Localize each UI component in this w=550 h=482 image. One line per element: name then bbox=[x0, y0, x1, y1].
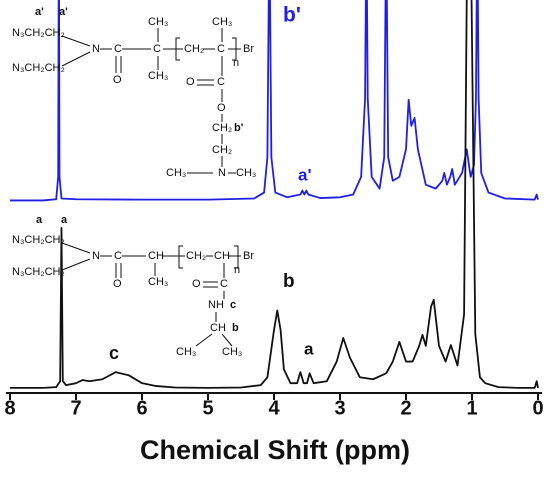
peak-label: b' bbox=[283, 4, 301, 27]
structure-label: N₃CH₂CH₂ bbox=[12, 62, 65, 74]
bond bbox=[221, 333, 233, 347]
bond bbox=[61, 35, 91, 47]
structure-label: CH bbox=[214, 250, 230, 262]
structure-label: C bbox=[220, 278, 228, 290]
structure-label: a' bbox=[59, 6, 68, 18]
structure-label: CH bbox=[210, 322, 226, 334]
bond bbox=[195, 333, 213, 347]
x-tick-label: 6 bbox=[136, 397, 147, 419]
structure-label: N₃CH₂CH₂ bbox=[12, 234, 65, 246]
structure-label: CH₂ bbox=[212, 144, 232, 156]
structure-label: O bbox=[217, 102, 226, 114]
x-axis-label: Chemical Shift (ppm) bbox=[140, 435, 410, 465]
structure-label: a bbox=[36, 214, 43, 226]
spectrum-line bbox=[10, 0, 539, 389]
bracket bbox=[234, 245, 239, 269]
x-tick-label: 0 bbox=[532, 397, 543, 419]
x-tick-label: 4 bbox=[268, 397, 280, 419]
x-tick-label: 1 bbox=[466, 397, 477, 419]
bond bbox=[61, 258, 91, 271]
structure-label: CH₂ bbox=[186, 250, 206, 262]
structure-label: Br bbox=[243, 250, 254, 262]
structure-label: C bbox=[153, 43, 161, 55]
plot-area bbox=[10, 0, 539, 389]
structure-label: CH₃ bbox=[222, 346, 242, 358]
structure-label: CH₃ bbox=[148, 16, 168, 28]
structure-label: N bbox=[92, 43, 100, 55]
peak-label: a' bbox=[298, 165, 312, 184]
structure-label: CH₃ bbox=[148, 276, 168, 288]
structure-label: C bbox=[217, 76, 225, 88]
structure-label: O bbox=[113, 278, 122, 290]
bond bbox=[61, 51, 91, 67]
structure-label: CH₃ bbox=[212, 16, 232, 28]
structure-label: C bbox=[114, 250, 122, 262]
structure-label: O bbox=[186, 76, 195, 88]
x-tick-label: 7 bbox=[70, 397, 81, 419]
structure-label: N bbox=[92, 250, 100, 262]
structure-label: n bbox=[233, 57, 239, 69]
spectrum-line bbox=[10, 0, 539, 202]
structure-label: b' bbox=[234, 122, 244, 134]
x-tick-label: 3 bbox=[334, 397, 345, 419]
x-tick-label: 8 bbox=[4, 397, 15, 419]
structure-label: N bbox=[218, 167, 226, 179]
structure-label: N₃CH₂CH₂ bbox=[12, 266, 65, 278]
structure-label: CH₃ bbox=[236, 167, 256, 179]
structure-label: n bbox=[234, 264, 240, 276]
structure-label: CH bbox=[148, 250, 164, 262]
structure-label: a' bbox=[35, 6, 44, 18]
structure-label: NH bbox=[208, 299, 224, 311]
peak-label: c bbox=[109, 343, 119, 363]
bracket bbox=[232, 37, 237, 61]
structure-label: O bbox=[192, 278, 201, 290]
structure-label: CH₃ bbox=[148, 70, 168, 82]
structure-label: a bbox=[61, 214, 68, 226]
structure-label: C bbox=[114, 43, 122, 55]
bracket bbox=[178, 245, 183, 269]
structure-label: CH₂ bbox=[184, 43, 204, 55]
structure-label: b bbox=[232, 322, 239, 334]
bracket bbox=[175, 37, 180, 61]
structure-label: c bbox=[230, 299, 236, 311]
structure-label: N₃CH₂CH₂ bbox=[12, 27, 65, 39]
x-tick-label: 2 bbox=[400, 397, 411, 419]
peak-label: b bbox=[283, 271, 295, 292]
structure-label: CH₃ bbox=[176, 346, 196, 358]
peak-label: a bbox=[304, 339, 314, 358]
structure-label: C bbox=[217, 43, 225, 55]
structure-label: CH₃ bbox=[166, 167, 186, 179]
x-tick-label: 5 bbox=[202, 397, 213, 419]
structure-label: Br bbox=[243, 43, 254, 55]
structure-label: CH₂ bbox=[212, 122, 232, 134]
bond bbox=[61, 242, 91, 254]
structure-label: O bbox=[113, 74, 122, 86]
